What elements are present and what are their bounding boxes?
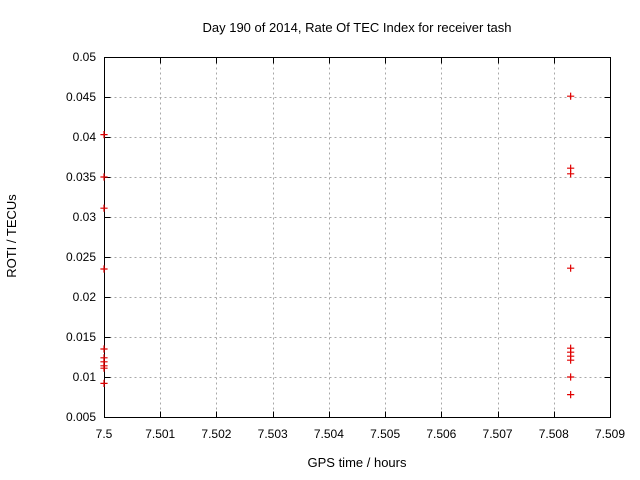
x-tick-label: 7.501: [145, 427, 175, 441]
y-tick-label: 0.03: [73, 210, 97, 224]
data-point: [567, 92, 575, 100]
x-tick-label: 7.506: [426, 427, 456, 441]
data-point: [567, 356, 575, 364]
data-point: [567, 264, 575, 272]
x-tick-label: 7.509: [595, 427, 625, 441]
y-tick-label: 0.005: [66, 410, 96, 424]
y-tick-label: 0.015: [66, 330, 96, 344]
x-tick-label: 7.505: [370, 427, 400, 441]
data-point: [100, 379, 108, 387]
data-point: [100, 204, 108, 212]
data-point: [567, 391, 575, 399]
data-point: [100, 345, 108, 353]
y-tick-label: 0.05: [73, 50, 97, 64]
data-point: [100, 265, 108, 273]
x-tick-label: 7.502: [201, 427, 231, 441]
data-point: [100, 131, 108, 139]
y-tick-label: 0.01: [73, 370, 97, 384]
data-point: [567, 373, 575, 381]
chart-title: Day 190 of 2014, Rate Of TEC Index for r…: [202, 20, 512, 35]
x-tick-label: 7.504: [314, 427, 344, 441]
y-tick-label: 0.045: [66, 90, 96, 104]
x-tick-label: 7.503: [258, 427, 288, 441]
plot-border: [104, 57, 611, 418]
y-tick-label: 0.04: [73, 130, 97, 144]
data-point: [100, 173, 108, 181]
y-tick-label: 0.025: [66, 250, 96, 264]
x-tick-label: 7.5: [96, 427, 113, 441]
x-tick-label: 7.507: [483, 427, 513, 441]
x-tick-label: 7.508: [539, 427, 569, 441]
y-tick-label: 0.02: [73, 290, 97, 304]
data-point: [567, 170, 575, 178]
x-axis-label: GPS time / hours: [307, 455, 407, 470]
y-tick-label: 0.035: [66, 170, 96, 184]
data-point: [100, 364, 108, 372]
